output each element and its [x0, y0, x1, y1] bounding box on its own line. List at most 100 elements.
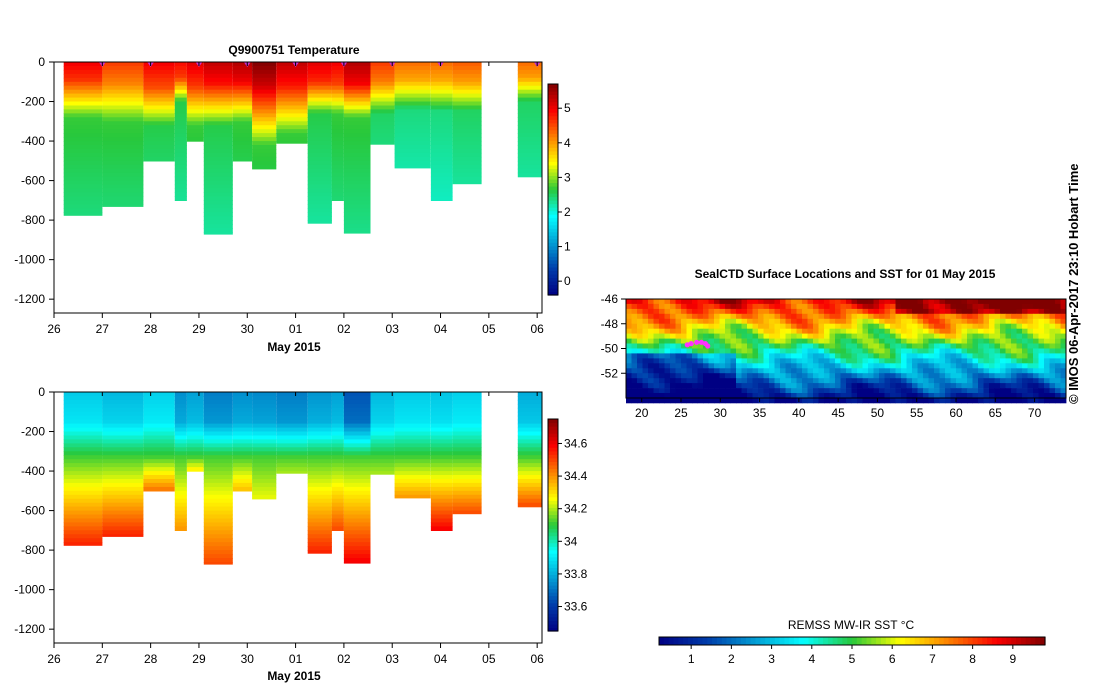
section-cell	[232, 467, 253, 472]
sst-cell	[895, 363, 902, 369]
sst-cell	[626, 368, 632, 374]
sst-cell	[807, 383, 814, 389]
sst-cell	[736, 363, 742, 369]
section-cell	[102, 467, 144, 472]
section-cell	[143, 396, 175, 401]
section-cell	[143, 439, 175, 444]
sst-cell	[978, 398, 984, 404]
sst-cell	[818, 353, 825, 359]
colorbar-segment	[548, 422, 558, 427]
section-cell	[232, 137, 253, 142]
section-cell	[186, 419, 204, 425]
sst-cell	[796, 378, 803, 384]
sst-cell	[1005, 378, 1012, 384]
sst-cell	[719, 368, 726, 374]
sst-cell	[857, 363, 863, 369]
section-cell	[452, 160, 482, 166]
sst-cell	[780, 313, 786, 320]
sst-cell	[780, 308, 786, 315]
sst-cell	[961, 343, 968, 349]
sst-cell	[835, 313, 841, 320]
section-cell	[232, 435, 253, 441]
section-cell	[307, 129, 332, 134]
section-cell	[343, 447, 371, 452]
sst-cell	[1016, 398, 1023, 404]
section-cell	[394, 490, 431, 496]
sst-colorbar-segment	[741, 637, 747, 645]
sst-cell	[1044, 343, 1050, 349]
section-cell	[430, 411, 453, 417]
sst-cell	[708, 398, 715, 404]
sst-cell	[824, 358, 830, 364]
sst-colorbar-segment	[803, 637, 810, 645]
sst-cell	[917, 393, 924, 399]
sst-cell	[642, 393, 649, 399]
section-cell	[63, 117, 103, 122]
sst-cell	[703, 353, 709, 359]
sst-cell	[708, 368, 715, 374]
section-cell	[174, 141, 187, 146]
sst-cell	[818, 393, 825, 399]
sst-cell	[686, 308, 693, 315]
sst-cell	[653, 313, 660, 320]
sst-cell	[818, 363, 825, 369]
sst-cell	[725, 393, 731, 399]
section-cell	[186, 392, 204, 397]
section-cell	[370, 431, 395, 437]
sst-cell	[664, 373, 671, 379]
section-cell	[232, 129, 253, 134]
sst-cell	[1055, 328, 1061, 334]
section-cell	[394, 427, 431, 433]
sst-cell	[961, 299, 968, 305]
section-cell	[394, 77, 431, 83]
sst-cell	[840, 348, 847, 354]
sst-cell	[626, 353, 632, 359]
section-cell	[343, 554, 371, 559]
section-cell	[203, 518, 233, 524]
sst-cell	[1060, 299, 1067, 305]
section-cell	[102, 196, 144, 201]
sst-cell	[802, 318, 808, 325]
section-cell	[517, 459, 542, 464]
colorbar-segment	[548, 105, 558, 110]
section-cell	[343, 538, 371, 543]
sst-cell	[945, 343, 951, 349]
sst-cell	[956, 318, 962, 325]
sst-cell	[818, 313, 825, 320]
section-cell	[143, 455, 175, 460]
section-cell	[63, 530, 103, 535]
sst-cell	[1049, 368, 1056, 374]
section-cell	[452, 510, 482, 515]
sst-cell	[912, 383, 918, 389]
sst-cell	[934, 383, 940, 389]
section-cell	[143, 482, 175, 488]
sst-cell	[857, 353, 863, 359]
section-cell	[307, 415, 332, 421]
section-cell	[430, 506, 453, 512]
sst-cell	[1033, 308, 1039, 315]
sst-cell	[1055, 348, 1061, 354]
section-cell	[252, 494, 277, 500]
sst-cell	[868, 393, 874, 399]
sst-cell	[642, 388, 649, 394]
sst-cell	[719, 378, 726, 384]
section-cell	[370, 109, 395, 114]
section-cell	[430, 180, 453, 186]
x-tick-label: 26	[47, 322, 61, 336]
section-cell	[430, 89, 453, 95]
temperature-panel: Q9900751 Temperature 0-200-400-600-800-1…	[14, 43, 571, 354]
section-cell	[203, 228, 233, 233]
section-cell	[370, 459, 395, 464]
sst-cell	[791, 328, 797, 334]
section-cell	[174, 392, 187, 397]
sst-cell	[906, 328, 913, 334]
sst-cell	[697, 308, 704, 315]
x-tick-label: 02	[337, 322, 351, 336]
section-cell	[203, 396, 233, 401]
sst-cell	[945, 353, 951, 359]
sst-cell	[917, 323, 924, 329]
sst-cell	[774, 398, 781, 404]
section-cell	[307, 184, 332, 190]
sst-cell	[807, 398, 814, 404]
